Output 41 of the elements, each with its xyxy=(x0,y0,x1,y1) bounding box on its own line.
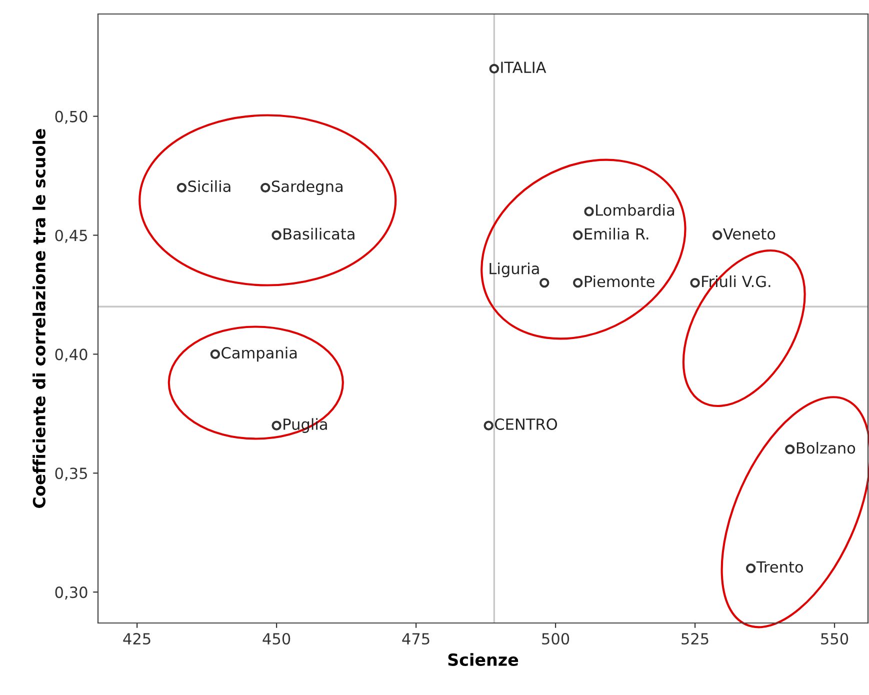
x-tick-label: 475 xyxy=(402,633,430,645)
y-tick-label: 0,45 xyxy=(55,230,87,243)
annotation: Bolzano xyxy=(796,442,856,454)
point xyxy=(584,206,594,216)
x-tick-label: 450 xyxy=(262,632,290,645)
annotation: Campania xyxy=(222,346,297,362)
point xyxy=(210,349,220,360)
annotation: Sardegna xyxy=(272,180,342,196)
point xyxy=(272,230,282,240)
annotation: ITALIA xyxy=(501,62,546,73)
annotation: Veneto xyxy=(723,228,776,240)
point xyxy=(260,182,270,193)
annotation: Lombardia xyxy=(596,204,674,216)
y-tick-label: 0,50 xyxy=(55,110,88,124)
annotation: Basilicata xyxy=(284,228,354,240)
annotation: Emilia R. xyxy=(584,228,648,240)
point xyxy=(712,230,722,240)
point xyxy=(690,278,700,288)
annotation: Piemonte xyxy=(584,275,654,288)
annotation: Liguria xyxy=(490,262,539,278)
annotation: Sicilia xyxy=(188,180,230,192)
x-tick-label: 525 xyxy=(682,632,708,645)
x-tick-label: 550 xyxy=(821,632,848,645)
point xyxy=(573,278,583,288)
y-tick-label: 0,30 xyxy=(55,586,88,600)
x-tick-label: 500 xyxy=(542,632,570,645)
point xyxy=(176,182,187,193)
x-tick-label: 425 xyxy=(123,632,150,645)
annotation: Trento xyxy=(756,561,803,573)
annotation: CENTRO xyxy=(494,418,557,430)
y-axis-title: Coefficiente di correlazione tra le scuole xyxy=(32,129,46,508)
point xyxy=(272,420,282,430)
y-tick-label: 0,40 xyxy=(55,348,88,362)
point xyxy=(746,563,756,574)
x-axis-title: Scienze xyxy=(448,653,518,666)
point xyxy=(484,420,494,430)
point xyxy=(573,230,583,240)
point xyxy=(540,278,550,288)
y-tick-label: 0,35 xyxy=(55,468,87,481)
point xyxy=(489,64,500,74)
point xyxy=(785,444,795,454)
